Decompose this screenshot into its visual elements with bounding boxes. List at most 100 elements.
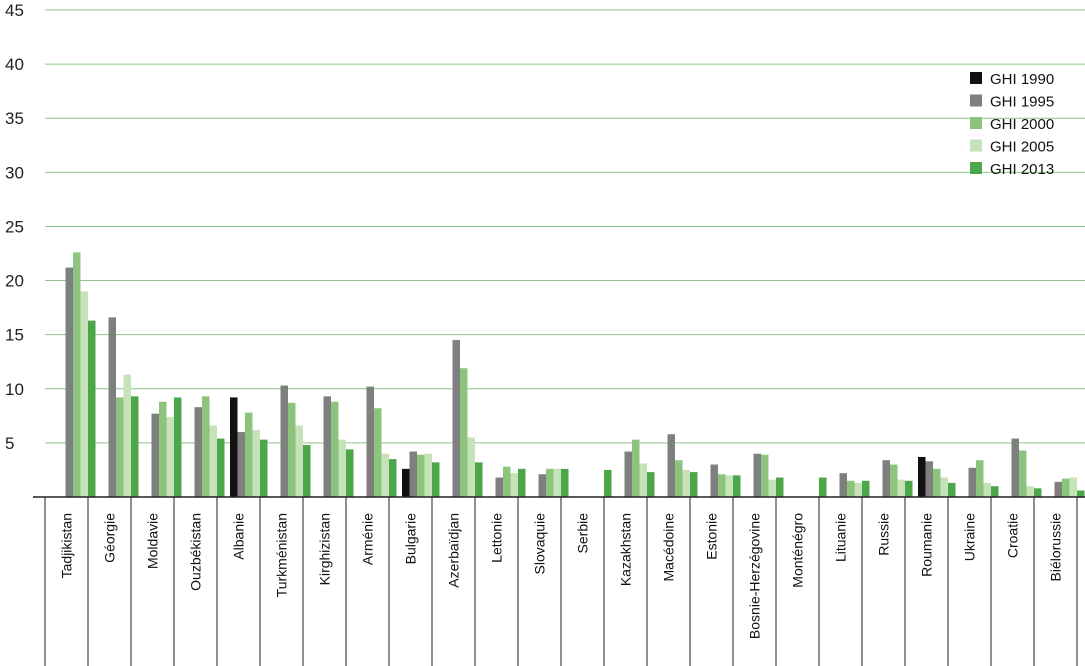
- y-tick-label: 45: [5, 1, 24, 20]
- legend-label: GHI 2005: [990, 139, 1054, 156]
- bars: [65, 252, 1085, 497]
- category-label: Biélorussie: [1048, 513, 1064, 582]
- bar-ghi-1995: [366, 386, 374, 497]
- y-tick-label: 35: [5, 109, 24, 128]
- legend-swatch: [970, 72, 982, 84]
- bar-ghi-2000: [374, 408, 382, 497]
- bar-ghi-2000: [890, 464, 898, 497]
- category-label: Albanie: [231, 513, 247, 560]
- bar-ghi-1995: [968, 467, 976, 497]
- bar-ghi-2005: [553, 468, 561, 497]
- bar-ghi-2005: [897, 479, 905, 497]
- y-tick-label: 30: [5, 163, 24, 182]
- bar-ghi-2005: [768, 479, 776, 497]
- bar-ghi-2000: [331, 401, 339, 497]
- bar-ghi-2005: [725, 475, 733, 497]
- y-tick-label: 20: [5, 272, 24, 291]
- bar-ghi-2013: [948, 482, 956, 497]
- bar-ghi-2005: [467, 437, 475, 497]
- bar-ghi-1995: [538, 474, 546, 497]
- legend-label: GHI 2013: [990, 161, 1054, 178]
- bar-ghi-1995: [624, 451, 632, 497]
- bar-ghi-2013: [776, 477, 784, 497]
- bar-ghi-2000: [503, 466, 511, 497]
- bar-ghi-2005: [209, 425, 217, 497]
- y-tick-label: 5: [5, 434, 14, 453]
- bar-ghi-1990: [402, 468, 410, 497]
- bar-ghi-1995: [409, 451, 417, 497]
- bar-ghi-2005: [639, 463, 647, 497]
- bar-ghi-2005: [510, 473, 518, 497]
- bar-ghi-2000: [546, 468, 554, 497]
- bar-ghi-2013: [647, 472, 655, 497]
- bar-ghi-2000: [73, 252, 81, 497]
- bar-ghi-1990: [918, 456, 926, 497]
- category-label: Macédoine: [661, 513, 677, 582]
- bar-ghi-2000: [116, 397, 124, 497]
- category-label: Croatie: [1005, 513, 1021, 558]
- category-label: Lettonie: [489, 513, 505, 563]
- bar-ghi-2005: [381, 453, 389, 497]
- bar-ghi-2005: [983, 482, 991, 497]
- y-tick-label: 15: [5, 326, 24, 345]
- legend-swatch: [970, 117, 982, 129]
- bar-ghi-1995: [839, 473, 847, 497]
- bar-ghi-2005: [1069, 477, 1077, 497]
- bar-ghi-2013: [432, 462, 440, 497]
- category-label: Roumanie: [919, 513, 935, 577]
- bar-ghi-2000: [1062, 478, 1070, 497]
- bar-ghi-2005: [682, 469, 690, 497]
- bar-ghi-2013: [819, 477, 827, 497]
- bar-ghi-2005: [424, 453, 432, 497]
- category-label: Russie: [876, 513, 892, 556]
- bar-ghi-2000: [933, 468, 941, 497]
- category-label: Lituanie: [833, 513, 849, 562]
- bar-ghi-2013: [991, 486, 999, 497]
- bar-ghi-1995: [667, 434, 675, 497]
- bar-ghi-1995: [753, 453, 761, 497]
- bar-ghi-2000: [761, 454, 769, 497]
- category-label: Monténégro: [790, 513, 806, 588]
- bar-ghi-2013: [690, 472, 698, 497]
- bar-ghi-2013: [905, 480, 913, 497]
- bar-ghi-2013: [303, 445, 311, 497]
- bar-ghi-2013: [131, 396, 139, 497]
- bar-ghi-1995: [280, 385, 288, 497]
- category-label: Azerbaïdjan: [446, 513, 462, 588]
- category-label: Bosnie-Herzégovine: [747, 513, 763, 639]
- legend-swatch: [970, 139, 982, 152]
- bar-ghi-2013: [389, 459, 397, 497]
- bar-ghi-2000: [202, 396, 210, 497]
- bar-ghi-2005: [252, 429, 260, 497]
- bar-ghi-2005: [80, 291, 88, 497]
- bar-ghi-1990: [230, 397, 238, 497]
- bar-ghi-2000: [460, 368, 468, 497]
- bar-ghi-2013: [561, 468, 569, 497]
- y-tick-label: 25: [5, 217, 24, 236]
- bar-ghi-1995: [882, 460, 890, 497]
- bar-ghi-2013: [174, 397, 182, 497]
- bar-ghi-1995: [194, 407, 202, 497]
- bar-ghi-1995: [925, 461, 933, 497]
- y-tick-label: 40: [5, 55, 24, 74]
- bar-ghi-2013: [475, 462, 483, 497]
- category-label: Turkménistan: [274, 513, 290, 597]
- bar-ghi-2013: [88, 320, 96, 497]
- bar-ghi-1995: [151, 413, 159, 497]
- category-label: Bulgarie: [403, 513, 419, 565]
- category-label: Ouzbékistan: [188, 513, 204, 591]
- bar-ghi-2013: [217, 438, 225, 497]
- category-label: Kazakhstan: [618, 513, 634, 586]
- y-axis-tick-labels: 5 10 15 20 25 30 35 40 45: [5, 1, 24, 453]
- bar-ghi-2013: [260, 439, 268, 497]
- bar-ghi-2000: [718, 474, 726, 497]
- category-label: Ukraine: [962, 513, 978, 561]
- bar-ghi-2005: [338, 439, 346, 497]
- category-label: Kirghizistan: [317, 513, 333, 585]
- legend-swatch: [970, 162, 982, 174]
- bar-ghi-2000: [1019, 450, 1027, 497]
- bar-ghi-1995: [237, 432, 245, 497]
- bar-ghi-2000: [159, 401, 167, 497]
- bar-ghi-2005: [940, 477, 948, 497]
